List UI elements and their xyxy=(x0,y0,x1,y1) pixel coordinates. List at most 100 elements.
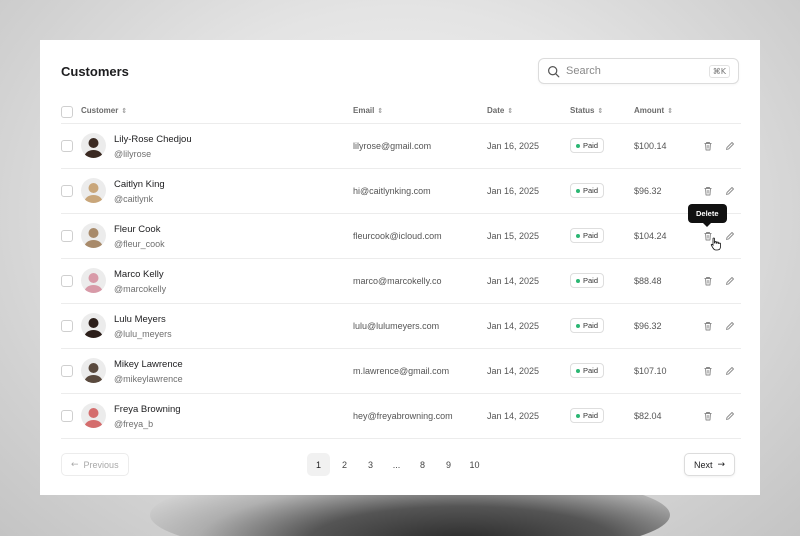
pagination-ellipsis: ... xyxy=(392,459,401,470)
trash-icon[interactable] xyxy=(702,184,714,196)
column-email-label: Email xyxy=(353,106,375,115)
status-label: Paid xyxy=(583,276,599,285)
sort-icon: ⇕ xyxy=(377,106,384,115)
select-all-checkbox[interactable] xyxy=(61,106,73,118)
order-date: Jan 14, 2025 xyxy=(487,411,540,421)
customer-handle: @freya_b xyxy=(114,419,154,429)
pencil-icon[interactable] xyxy=(724,229,736,241)
pencil-icon[interactable] xyxy=(724,139,736,151)
customer-email: marco@marcokelly.co xyxy=(353,276,442,286)
row-checkbox[interactable] xyxy=(61,365,73,377)
page-2[interactable]: 2 xyxy=(341,459,347,470)
row-checkbox[interactable] xyxy=(61,410,73,422)
customer-name: Freya Browning xyxy=(114,404,181,415)
page-8[interactable]: 8 xyxy=(419,459,425,470)
page-3[interactable]: 3 xyxy=(367,459,373,470)
amount: $107.10 xyxy=(634,366,667,376)
table-row: Lily-Rose Chedjou @lilyrose lilyrose@gma… xyxy=(61,124,741,169)
order-date: Jan 14, 2025 xyxy=(487,321,540,331)
status-badge: Paid xyxy=(570,138,605,153)
status-badge: Paid xyxy=(570,363,605,378)
customer-name: Mikey Lawrence xyxy=(114,359,183,370)
status-badge: Paid xyxy=(570,228,605,243)
table-row: Marco Kelly @marcokelly marco@marcokelly… xyxy=(61,259,741,304)
table-row: Lulu Meyers @lulu_meyers lulu@lulumeyers… xyxy=(61,304,741,349)
status-label: Paid xyxy=(583,321,599,330)
customer-email: fleurcook@icloud.com xyxy=(353,231,442,241)
table-row: Mikey Lawrence @mikeylawrence m.lawrence… xyxy=(61,349,741,394)
table-row: Freya Browning @freya_b hey@freyabrownin… xyxy=(61,394,741,439)
status-dot xyxy=(576,323,580,328)
row-checkbox[interactable] xyxy=(61,275,73,287)
customer-email: lulu@lulumeyers.com xyxy=(353,321,440,331)
page-9[interactable]: 9 xyxy=(445,459,451,470)
row-checkbox[interactable] xyxy=(61,320,73,332)
delete-tooltip: Delete xyxy=(688,204,727,227)
pencil-icon[interactable] xyxy=(724,319,736,331)
status-label: Paid xyxy=(583,366,599,375)
row-checkbox[interactable] xyxy=(61,140,73,152)
trash-icon[interactable] xyxy=(702,139,714,151)
trash-icon[interactable] xyxy=(702,409,714,421)
page-1[interactable]: 1 xyxy=(307,453,330,476)
order-date: Jan 16, 2025 xyxy=(487,141,540,151)
column-date[interactable]: Date ⇕ xyxy=(487,106,513,115)
customer-name: Marco Kelly xyxy=(114,269,164,280)
amount: $96.32 xyxy=(634,186,662,196)
avatar xyxy=(81,403,106,428)
column-date-label: Date xyxy=(487,106,505,115)
customer-name: Fleur Cook xyxy=(114,224,161,235)
customer-email: hey@freyabrowning.com xyxy=(353,411,453,421)
column-customer-label: Customer xyxy=(81,106,119,115)
avatar xyxy=(81,133,106,158)
status-dot xyxy=(576,188,580,193)
amount: $96.32 xyxy=(634,321,662,331)
search-box[interactable]: ⌘K xyxy=(538,58,739,84)
trash-icon[interactable] xyxy=(702,229,714,241)
arrow-left-icon: ← xyxy=(71,459,79,470)
order-date: Jan 14, 2025 xyxy=(487,366,540,376)
trash-icon[interactable] xyxy=(702,364,714,376)
table-header: Customer ⇕ Email ⇕ Date ⇕ Status ⇕ Amoun… xyxy=(61,102,741,124)
column-email[interactable]: Email ⇕ xyxy=(353,106,383,115)
customer-name: Caitlyn King xyxy=(114,179,165,190)
avatar xyxy=(81,223,106,248)
customer-email: hi@caitlynking.com xyxy=(353,186,431,196)
arrow-right-icon: → xyxy=(717,459,726,470)
pencil-icon[interactable] xyxy=(724,364,736,376)
amount: $100.14 xyxy=(634,141,667,151)
customer-handle: @lulu_meyers xyxy=(114,329,172,339)
order-date: Jan 14, 2025 xyxy=(487,276,540,286)
row-checkbox[interactable] xyxy=(61,185,73,197)
customer-handle: @mikeylawrence xyxy=(114,374,183,384)
pencil-icon[interactable] xyxy=(724,274,736,286)
customer-name: Lulu Meyers xyxy=(114,314,166,325)
status-label: Paid xyxy=(583,231,599,240)
trash-icon[interactable] xyxy=(702,319,714,331)
row-checkbox[interactable] xyxy=(61,230,73,242)
previous-button[interactable]: ← Previous xyxy=(61,453,129,476)
column-status-label: Status xyxy=(570,106,595,115)
status-badge: Paid xyxy=(570,408,605,423)
status-dot xyxy=(576,143,580,148)
next-button[interactable]: Next → xyxy=(684,453,736,476)
customer-handle: @fleur_cook xyxy=(114,239,165,249)
search-input[interactable] xyxy=(566,65,706,77)
column-customer[interactable]: Customer ⇕ xyxy=(81,106,127,115)
pencil-icon[interactable] xyxy=(724,409,736,421)
status-dot xyxy=(576,233,580,238)
pencil-icon[interactable] xyxy=(724,184,736,196)
column-status[interactable]: Status ⇕ xyxy=(570,106,603,115)
status-badge: Paid xyxy=(570,318,605,333)
trash-icon[interactable] xyxy=(702,274,714,286)
status-label: Paid xyxy=(583,411,599,420)
avatar xyxy=(81,358,106,383)
table-row: Caitlyn King @caitlynk hi@caitlynking.co… xyxy=(61,169,741,214)
avatar xyxy=(81,313,106,338)
amount: $104.24 xyxy=(634,231,667,241)
page-10[interactable]: 10 xyxy=(469,459,480,470)
amount: $82.04 xyxy=(634,411,662,421)
status-label: Paid xyxy=(583,186,599,195)
customer-handle: @caitlynk xyxy=(114,194,154,204)
column-amount[interactable]: Amount ⇕ xyxy=(634,106,673,115)
